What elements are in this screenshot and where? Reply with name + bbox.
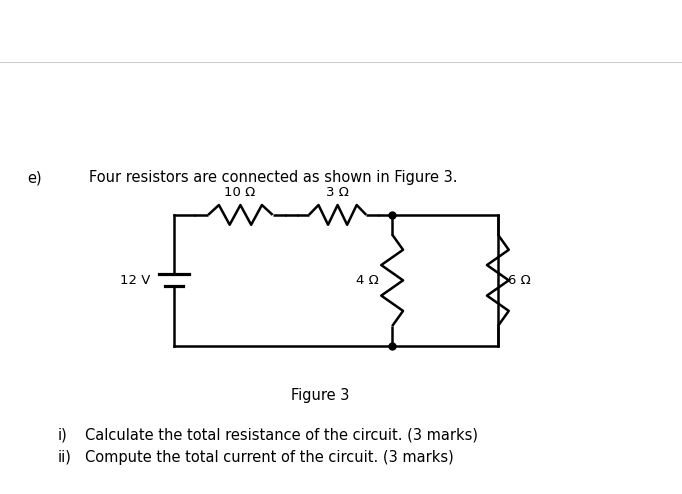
Text: Figure 3: Figure 3 bbox=[291, 388, 350, 403]
Text: ii): ii) bbox=[58, 450, 72, 464]
Text: 3 Ω: 3 Ω bbox=[326, 186, 349, 199]
Text: 6 Ω: 6 Ω bbox=[508, 274, 531, 287]
Text: Four resistors are connected as shown in Figure 3.: Four resistors are connected as shown in… bbox=[89, 170, 457, 185]
Text: Calculate the total resistance of the circuit. (3 marks): Calculate the total resistance of the ci… bbox=[85, 427, 478, 442]
Text: 12 V: 12 V bbox=[119, 274, 150, 287]
Text: Compute the total current of the circuit. (3 marks): Compute the total current of the circuit… bbox=[85, 450, 454, 464]
Text: i): i) bbox=[58, 427, 68, 442]
Text: e): e) bbox=[27, 170, 42, 185]
Text: 10 Ω: 10 Ω bbox=[224, 186, 256, 199]
Text: 4 Ω: 4 Ω bbox=[356, 274, 379, 287]
